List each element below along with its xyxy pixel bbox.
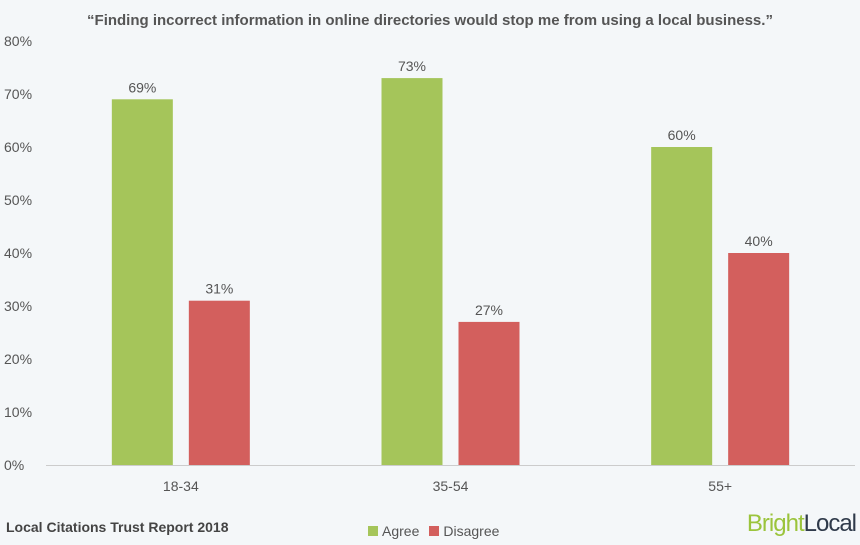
data-label: 31% xyxy=(205,281,233,297)
brightlocal-logo: BrightLocal xyxy=(746,510,857,538)
legend-label-agree: Agree xyxy=(382,523,420,539)
legend-swatch-disagree xyxy=(429,526,440,536)
data-label: 69% xyxy=(128,79,156,95)
report-source: Local Citations Trust Report 2018 xyxy=(6,519,229,535)
y-tick-label: 10% xyxy=(4,404,32,420)
y-tick-label: 40% xyxy=(4,245,32,261)
x-tick-label: 55+ xyxy=(708,478,732,494)
x-tick-label: 35-54 xyxy=(433,478,469,494)
y-tick-label: 30% xyxy=(4,298,32,314)
bar-agree-55+[interactable] xyxy=(651,147,713,465)
data-label: 27% xyxy=(475,302,503,318)
legend-item-agree[interactable]: Agree xyxy=(368,523,419,539)
y-tick-label: 50% xyxy=(4,192,32,208)
bar-disagree-18-34[interactable] xyxy=(188,300,250,465)
y-tick-label: 20% xyxy=(4,351,32,367)
y-tick-label: 70% xyxy=(4,86,32,102)
bar-disagree-35-54[interactable] xyxy=(458,321,520,465)
bar-disagree-55+[interactable] xyxy=(728,253,790,465)
legend-swatch-agree xyxy=(368,526,378,536)
bar-agree-18-34[interactable] xyxy=(111,99,173,466)
legend-item-disagree[interactable]: Disagree xyxy=(429,523,499,539)
legend: Agree Disagree xyxy=(368,523,499,539)
bar-agree-35-54[interactable] xyxy=(381,78,443,465)
x-tick-label: 18-34 xyxy=(163,478,199,494)
logo-part-local: Local xyxy=(803,510,857,537)
y-tick-label: 60% xyxy=(4,139,32,155)
data-label: 73% xyxy=(398,58,426,74)
legend-label-disagree: Disagree xyxy=(443,523,500,539)
data-label: 60% xyxy=(668,127,696,143)
y-tick-label: 0% xyxy=(4,457,24,473)
data-label: 40% xyxy=(745,233,773,249)
chart-title: “Finding incorrect information in online… xyxy=(87,12,773,29)
y-tick-label: 80% xyxy=(4,33,32,49)
logo-part-bright: Bright xyxy=(746,510,805,537)
